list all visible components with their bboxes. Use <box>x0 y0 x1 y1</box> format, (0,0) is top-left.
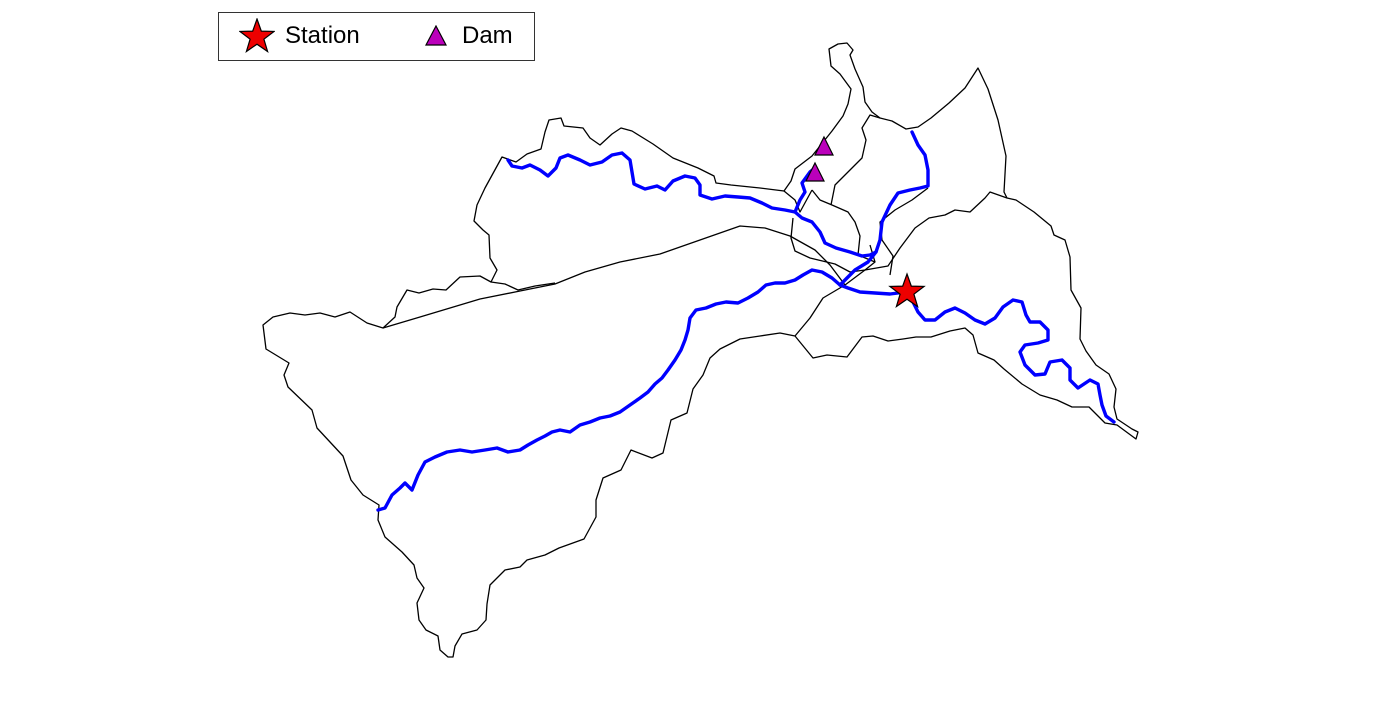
legend-label-station: Station <box>285 22 360 49</box>
station-marker <box>888 272 926 308</box>
divide-east-1 <box>844 191 1008 286</box>
map-legend: Station Dam <box>218 12 535 61</box>
triangle-icon <box>425 25 447 46</box>
star-icon <box>239 18 275 53</box>
station <box>888 272 926 308</box>
dam-marker <box>805 161 825 182</box>
divide-east-2 <box>879 187 929 276</box>
dams <box>805 135 834 182</box>
legend-label-dam: Dam <box>462 22 513 49</box>
legend-item-dam: Dam <box>425 13 513 59</box>
dam-marker <box>814 135 834 156</box>
basin-boundaries <box>262 42 1139 658</box>
rivers <box>376 130 1116 512</box>
river-northwest <box>506 130 930 258</box>
divide-center-3 <box>830 114 881 206</box>
river-southwest <box>376 268 908 512</box>
river-junction <box>838 250 878 287</box>
legend-item-station: Station <box>239 13 360 59</box>
divide-main <box>382 225 846 337</box>
divide-center-2 <box>811 189 876 263</box>
basin-outline <box>262 42 1139 658</box>
divide-center-1 <box>790 217 876 273</box>
river-east <box>904 290 1116 424</box>
divide-north <box>490 281 556 291</box>
